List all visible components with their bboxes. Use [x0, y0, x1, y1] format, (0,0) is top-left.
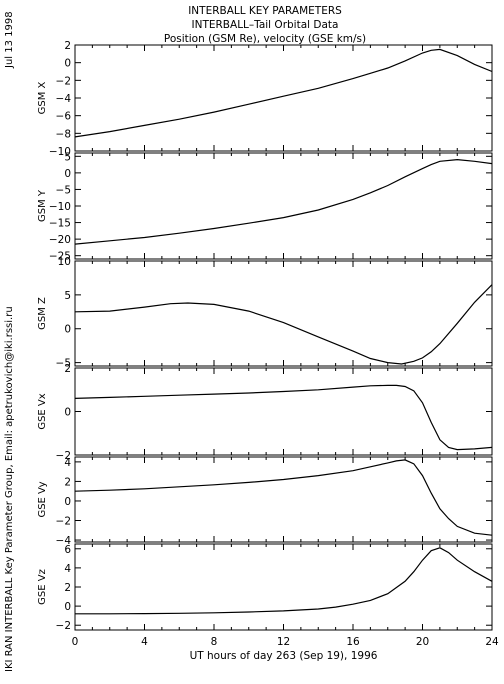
y-tick-label: 0 — [64, 324, 71, 336]
panel-frame — [74, 543, 493, 631]
credit-label: IKI RAN INTERBALL Key Parameter Group, E… — [4, 306, 15, 672]
y-tick-label: 5 — [64, 151, 71, 163]
y-tick-label: 4 — [64, 457, 71, 469]
panel-frame — [74, 456, 493, 543]
y-axis-label: GSM Y — [37, 189, 48, 222]
panel-frame — [74, 260, 493, 367]
y-tick-label: 6 — [64, 544, 71, 556]
y-tick-label: −4 — [56, 93, 72, 105]
panel-0: 2 0 −2 −4 −6 −8 −10 GSM X — [37, 40, 493, 158]
panel-frame — [74, 367, 493, 456]
y-tick-label: −4 — [56, 535, 72, 547]
y-tick-label: 0 — [64, 58, 71, 70]
panel-frame — [74, 152, 493, 260]
series-line — [75, 459, 492, 536]
y-tick-label: 4 — [64, 563, 71, 575]
series-line — [75, 48, 492, 138]
y-tick-label: 0 — [64, 168, 71, 180]
x-tick-label: 24 — [485, 636, 499, 648]
y-tick-label: 2 — [64, 40, 71, 52]
x-tick-label: 12 — [277, 636, 290, 648]
y-tick-label: −2 — [56, 75, 71, 87]
panel-4: 4 2 0 −2 −4 GSE Vy — [37, 456, 493, 547]
series-line — [75, 284, 492, 365]
y-axis-label: GSE Vx — [37, 393, 48, 429]
y-tick-label: −10 — [49, 146, 71, 158]
date-label: Jul 13 1998 — [4, 11, 15, 69]
y-tick-label: 2 — [64, 582, 71, 594]
y-tick-label: −20 — [49, 234, 71, 246]
y-axis-label: GSM X — [37, 81, 48, 114]
series-line — [75, 384, 492, 451]
y-tick-label: −5 — [56, 358, 71, 370]
y-tick-label: −2 — [56, 620, 71, 632]
x-axis-label: UT hours of day 263 (Sep 19), 1996 — [190, 650, 378, 662]
y-tick-label: −6 — [56, 111, 72, 123]
x-tick-label: 20 — [416, 636, 429, 648]
y-tick-label: −2 — [56, 450, 71, 462]
panel-2: 10 5 0 −5 GSM Z — [37, 256, 493, 370]
x-tick-label: 4 — [141, 636, 148, 648]
y-tick-label: −5 — [56, 184, 71, 196]
y-tick-label: −10 — [49, 201, 71, 213]
y-tick-label: 0 — [64, 601, 71, 613]
y-tick-label: 0 — [64, 496, 71, 508]
y-tick-label: −25 — [49, 251, 71, 263]
chart-title-line-3: Position (GSM Re), velocity (GSE km/s) — [164, 33, 366, 45]
y-tick-label: 0 — [64, 407, 71, 419]
y-axis-label: GSE Vy — [37, 481, 48, 517]
panel-1: 5 0 −5 −10 −15 −20 −25 GSM Y — [37, 151, 493, 263]
y-axis-label: GSE Vz — [37, 569, 48, 605]
y-tick-label: −8 — [56, 128, 71, 140]
x-tick-label: 8 — [211, 636, 218, 648]
series-line — [75, 158, 492, 245]
series-line — [75, 547, 492, 615]
x-tick-label: 0 — [72, 636, 79, 648]
x-tick-label: 16 — [346, 636, 360, 648]
y-axis-label: GSM Z — [37, 297, 48, 330]
y-tick-label: 2 — [64, 476, 71, 488]
panel-3: 2 0 −2 GSE Vx — [37, 363, 493, 462]
y-tick-label: −15 — [49, 218, 71, 230]
panel-frame — [74, 44, 493, 152]
y-tick-label: 5 — [64, 290, 71, 302]
y-tick-label: −2 — [56, 516, 71, 528]
chart-header: INTERBALL KEY PARAMETERS INTERBALL–Tail … — [164, 5, 366, 45]
y-tick-label: 10 — [58, 256, 71, 268]
y-tick-label: 2 — [64, 363, 71, 375]
chart-title-line-2: INTERBALL–Tail Orbital Data — [192, 19, 339, 31]
chart-title-line-1: INTERBALL KEY PARAMETERS — [188, 5, 342, 17]
